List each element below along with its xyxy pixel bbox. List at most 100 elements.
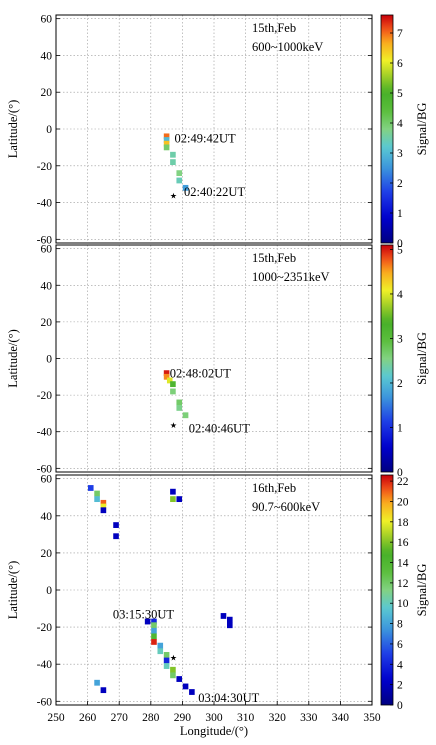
- data-cell: [189, 689, 195, 695]
- y-axis-label: Latitude/(°): [6, 100, 20, 158]
- data-cell: [170, 159, 176, 165]
- data-cell: [170, 381, 176, 388]
- colorbar-label: Signal/BG: [415, 103, 429, 156]
- data-cell: [113, 522, 119, 528]
- data-cell: [176, 405, 183, 411]
- colorbar-tick-label: 6: [397, 58, 403, 70]
- y-tick-label: 20: [41, 87, 53, 99]
- data-cell: [170, 388, 176, 395]
- data-cell: [220, 613, 227, 619]
- source-star-marker: ★: [170, 421, 177, 430]
- data-cell: [227, 616, 233, 623]
- data-cell: [170, 666, 176, 673]
- data-cell: [163, 652, 170, 658]
- data-cell: [170, 151, 176, 158]
- colorbar-1: [380, 14, 394, 244]
- y-tick-label: -40: [37, 659, 53, 671]
- y-tick-label: 60: [41, 474, 53, 486]
- colorbar-tick-label: 8: [397, 619, 403, 631]
- x-tick-label: 330: [300, 712, 318, 724]
- colorbar-tick-label: 0: [397, 700, 403, 712]
- data-cell: [100, 503, 107, 510]
- x-axis-label: Longitude/(°): [180, 724, 248, 738]
- data-cell: [227, 622, 233, 629]
- y-tick-label: -40: [37, 427, 53, 439]
- colorbar-tick-label: 3: [397, 333, 403, 345]
- data-cell: [144, 618, 151, 625]
- data-cell: [94, 496, 100, 503]
- colorbar-tick-label: 22: [397, 476, 409, 488]
- data-cell: [163, 663, 170, 669]
- x-tick-label: 310: [237, 712, 255, 724]
- time-annotation: 03:04:30UT: [198, 691, 259, 705]
- y-tick-label: -60: [37, 696, 53, 708]
- y-tick-label: -60: [37, 234, 53, 246]
- data-cell: [151, 622, 157, 629]
- data-cell: [151, 633, 157, 640]
- data-cell: [157, 648, 164, 655]
- source-star-marker: ★: [170, 192, 177, 201]
- colorbar-tick-label: 7: [397, 28, 403, 40]
- x-tick-label: 290: [174, 712, 192, 724]
- y-tick-label: -20: [37, 161, 53, 173]
- x-tick-label: 250: [47, 712, 65, 724]
- data-cell: [163, 370, 170, 377]
- x-tick-label: 320: [269, 712, 287, 724]
- y-axis-label: Latitude/(°): [6, 561, 20, 619]
- time-annotation: 02:40:22UT: [184, 185, 245, 199]
- colorbar-tick-label: 6: [397, 639, 403, 651]
- colorbar-label: Signal/BG: [415, 564, 429, 617]
- data-cell: [176, 177, 183, 184]
- colorbar-tick-label: 5: [397, 88, 403, 100]
- colorbar-3: [380, 474, 394, 706]
- colorbar-tick-label: 4: [397, 659, 403, 671]
- data-cell: [151, 639, 157, 645]
- data-cell: [170, 488, 176, 495]
- colorbar-tick-label: 10: [397, 598, 409, 610]
- panel-energy-label: 600~1000keV: [252, 40, 323, 54]
- panel-energy-label: 90.7~600keV: [252, 500, 320, 514]
- data-cell: [182, 683, 189, 690]
- x-tick-label: 270: [111, 712, 129, 724]
- y-tick-label: 40: [41, 511, 53, 523]
- x-tick-label: 280: [142, 712, 160, 724]
- colorbar-tick-label: 3: [397, 148, 403, 160]
- y-tick-label: 40: [41, 50, 53, 62]
- y-tick-label: -20: [37, 390, 53, 402]
- data-cell: [182, 412, 189, 419]
- colorbar-tick-label: 4: [397, 289, 403, 301]
- data-cell: [113, 533, 119, 540]
- time-annotation: 02:40:46UT: [189, 422, 250, 436]
- colorbar-tick-label: 16: [397, 537, 409, 549]
- y-axis-label: Latitude/(°): [6, 329, 20, 387]
- colorbar-tick-label: 18: [397, 517, 409, 529]
- colorbar-tick-label: 4: [397, 118, 403, 130]
- data-cell: [151, 618, 157, 625]
- y-tick-label: 60: [41, 244, 53, 256]
- data-cell: [100, 507, 107, 514]
- colorbar-tick-label: 1: [397, 422, 403, 434]
- x-tick-label: 340: [332, 712, 350, 724]
- data-cell: [176, 170, 183, 177]
- data-cell: [100, 499, 107, 506]
- y-tick-label: -40: [37, 198, 53, 210]
- time-annotation: 03:15:30UT: [113, 608, 174, 622]
- y-tick-label: -20: [37, 622, 53, 634]
- colorbar-tick-label: 2: [397, 680, 403, 692]
- colorbar-tick-label: 20: [397, 496, 409, 508]
- data-cell: [94, 490, 100, 497]
- data-cell: [163, 144, 170, 151]
- y-tick-label: -60: [37, 463, 53, 475]
- colorbar-tick-label: 12: [397, 578, 409, 590]
- colorbar-tick-label: 14: [397, 558, 409, 570]
- y-tick-label: 60: [41, 14, 53, 26]
- colorbar-tick-label: 0: [397, 238, 403, 250]
- x-tick-label: 300: [205, 712, 223, 724]
- panel-date-label: 15th,Feb: [252, 21, 296, 35]
- data-cell: [151, 627, 157, 634]
- data-cell: [163, 133, 170, 140]
- colorbar-tick-label: 2: [397, 178, 403, 190]
- colorbar-tick-label: 2: [397, 378, 403, 390]
